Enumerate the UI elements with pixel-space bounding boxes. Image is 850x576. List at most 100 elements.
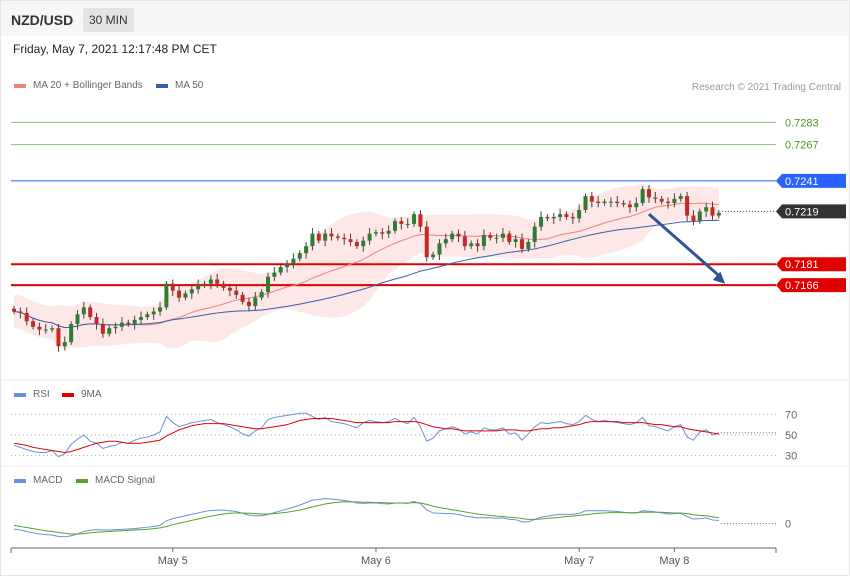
rsi-tick-label: 50 <box>785 430 797 442</box>
rsi-tick-label: 70 <box>785 409 797 421</box>
candle-body <box>653 197 658 199</box>
legend-ma20: MA 20 + Bollinger Bands <box>33 80 143 91</box>
candle-body <box>278 267 283 273</box>
candle-body <box>323 233 328 241</box>
x-tick-label: May 7 <box>564 555 594 567</box>
candle-body <box>119 322 124 327</box>
candle-body <box>666 201 671 204</box>
candle-body <box>551 216 556 219</box>
candle-body <box>412 214 417 224</box>
candle-body <box>532 226 537 242</box>
target-tag-5 <box>776 278 846 293</box>
target-label-4: 0.7181 <box>785 259 819 271</box>
candle-body <box>716 212 721 216</box>
datetime-label: Friday, May 7, 2021 12:17:48 PM CET <box>13 42 217 56</box>
candle-body <box>462 236 467 247</box>
candle-body <box>418 214 423 227</box>
candle-body <box>304 246 309 254</box>
candle-body <box>94 317 99 325</box>
candle-body <box>246 301 251 306</box>
candle-body <box>424 226 429 258</box>
candle-body <box>373 232 378 234</box>
level-label-1: 0.7267 <box>785 140 819 152</box>
macd-signal-line <box>13 501 719 535</box>
target-tag-4 <box>776 257 846 272</box>
x-tick-label: May 5 <box>158 555 188 567</box>
candle-body <box>170 283 175 291</box>
candle-body <box>564 214 569 217</box>
candle-body <box>37 326 42 330</box>
candle-body <box>240 294 245 302</box>
candle-body <box>469 243 474 247</box>
candle-body <box>56 328 61 347</box>
candle-body <box>596 201 601 204</box>
candle-body <box>126 322 131 325</box>
candle-body <box>24 312 29 322</box>
candle-body <box>348 239 353 242</box>
candle-body <box>151 311 156 315</box>
rsi-ma-line <box>13 417 719 454</box>
pivot-label: 0.7241 <box>785 176 819 188</box>
legend-ma50: MA 50 <box>175 80 204 91</box>
candle-body <box>139 317 143 320</box>
legend-ma50-swatch <box>156 84 168 88</box>
candle-body <box>386 230 391 234</box>
candle-body <box>88 307 93 318</box>
candle-body <box>183 293 188 298</box>
candle-body <box>100 324 105 334</box>
candle-body <box>285 264 290 268</box>
legend-macd-swatch <box>14 479 26 483</box>
credit-label: Research © 2021 Trading Central <box>692 82 841 93</box>
candle-body <box>405 223 410 225</box>
candle-body <box>145 314 150 318</box>
candle-body <box>539 216 544 227</box>
candle-body <box>640 189 645 204</box>
legend-macd-signal: MACD Signal <box>95 475 155 486</box>
candle-body <box>31 321 36 327</box>
macd-line <box>13 498 719 538</box>
candle-body <box>361 240 366 247</box>
candle-body <box>621 203 626 205</box>
candle-body <box>526 241 531 249</box>
candle-body <box>266 276 270 293</box>
candle-body <box>647 189 651 198</box>
candle-body <box>335 236 340 238</box>
rsi-tick-label: 30 <box>785 451 797 463</box>
candle-body <box>393 221 397 231</box>
candle-body <box>367 233 372 241</box>
pivot-tag <box>776 173 846 188</box>
candle-body <box>704 207 709 212</box>
candle-body <box>196 285 201 290</box>
candle-body <box>431 254 436 258</box>
macd-tick-label: 0 <box>785 519 791 531</box>
candle-body <box>291 258 296 265</box>
candle-body <box>316 233 321 241</box>
candle-body <box>558 214 563 217</box>
legend-ma20-swatch <box>14 84 26 88</box>
candle-body <box>107 328 112 334</box>
timeframe-badge[interactable]: 30 MIN <box>83 8 134 32</box>
candle-body <box>189 289 194 294</box>
candle-body <box>627 204 632 208</box>
candle-body <box>12 308 16 312</box>
candle-body <box>297 253 302 259</box>
candle-body <box>500 233 505 238</box>
candle-body <box>589 196 594 202</box>
candle-body <box>177 290 182 298</box>
last-price-label: 0.7219 <box>785 206 819 218</box>
candle-body <box>43 329 48 331</box>
candle-body <box>69 324 74 343</box>
candle-body <box>545 216 550 219</box>
candle-body <box>520 239 524 249</box>
candle-body <box>697 211 702 222</box>
candle-body <box>685 196 690 216</box>
candle-body <box>158 307 163 312</box>
candle-body <box>456 233 461 237</box>
candle-body <box>488 235 493 238</box>
candle-body <box>259 292 264 298</box>
candle-body <box>342 237 347 240</box>
candle-body <box>132 319 137 325</box>
candle-body <box>253 297 258 306</box>
candle-body <box>399 221 404 224</box>
last-price-tag <box>776 204 846 219</box>
